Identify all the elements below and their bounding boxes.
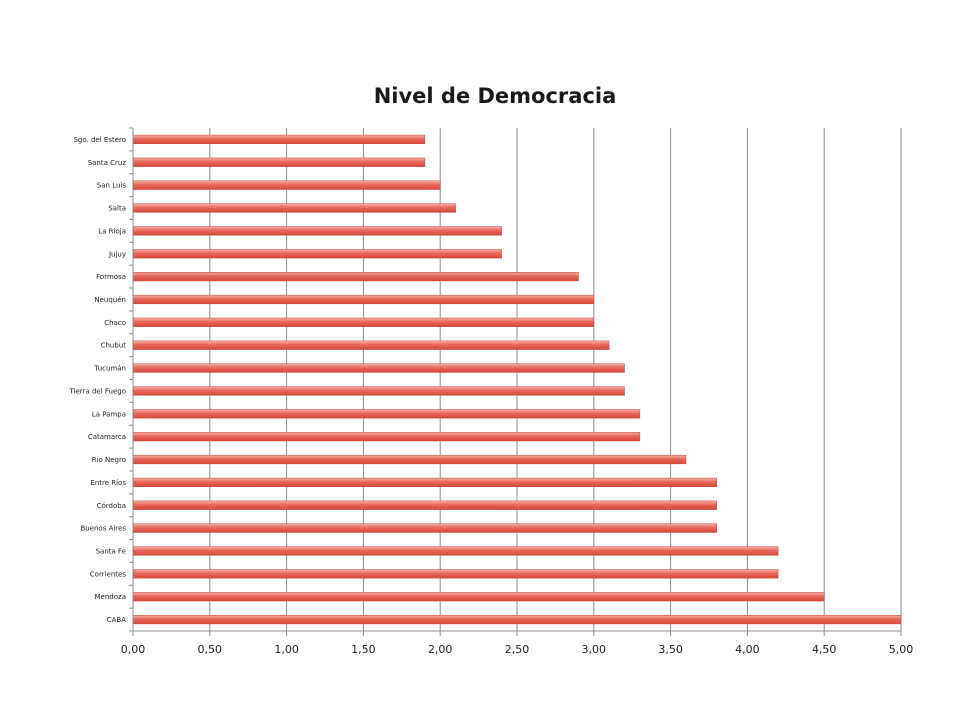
bar [132,569,779,579]
y-tick-label: Entre Ríos [90,479,126,487]
bar [132,454,687,465]
bar [132,294,595,305]
y-tick-label: Formosa [96,273,126,281]
y-tick-label: Salta [108,205,126,213]
bar [132,523,717,533]
x-tick-label: 2,50 [505,643,530,656]
chart-title: Nivel de Democracia [373,84,617,108]
bar [132,432,641,442]
y-tick-label: Mendoza [95,593,126,601]
bar [132,134,426,145]
bar [132,386,625,396]
bar [132,592,825,602]
y-tick-label: Chubut [101,342,127,350]
y-tick-label: Sgo. del Estero [73,136,126,144]
y-tick-label: CABA [107,616,126,624]
bar [132,226,502,236]
y-tick-label: Catamarca [88,433,126,441]
x-tick-label: 0,50 [198,643,223,656]
bar [132,546,779,556]
y-tick-label: Santa Cruz [88,159,127,167]
y-tick-label: Santa Fe [96,547,126,555]
y-tick-label: La Pampa [92,410,126,418]
bar [132,614,902,625]
bar [132,249,502,259]
y-tick-label: Tierra del Fuego [69,387,127,395]
bar [132,203,456,213]
x-tick-label: 5,00 [889,643,914,656]
x-tick-label: 2,00 [428,643,453,656]
bar [132,409,641,419]
bar [132,340,610,350]
y-tick-label: Corrientes [90,570,127,578]
bar [132,477,717,487]
x-tick-label: 1,50 [351,643,376,656]
bar [132,157,426,167]
x-tick-label: 3,00 [582,643,607,656]
y-tick-label: Chaco [104,319,126,327]
y-tick-label: Jujuy [108,250,126,258]
bar [132,180,441,190]
y-tick-label: Neuquén [94,296,126,304]
bar [132,363,625,373]
bar [132,500,717,510]
x-tick-label: 4,00 [735,643,760,656]
x-tick-label: 0,00 [121,643,146,656]
x-tick-label: 4,50 [812,643,837,656]
y-tick-label: San Luis [97,182,127,190]
x-tick-label: 1,00 [274,643,299,656]
y-tick-label: Río Negro [92,456,126,464]
x-tick-label: 3,50 [658,643,683,656]
bar [132,272,579,282]
y-tick-label: La Rioja [98,227,126,235]
y-tick-label: Buenos Aires [80,525,126,533]
y-tick-label: Córdoba [97,502,126,510]
y-tick-label: Tucumán [94,365,126,373]
bar [132,317,595,327]
